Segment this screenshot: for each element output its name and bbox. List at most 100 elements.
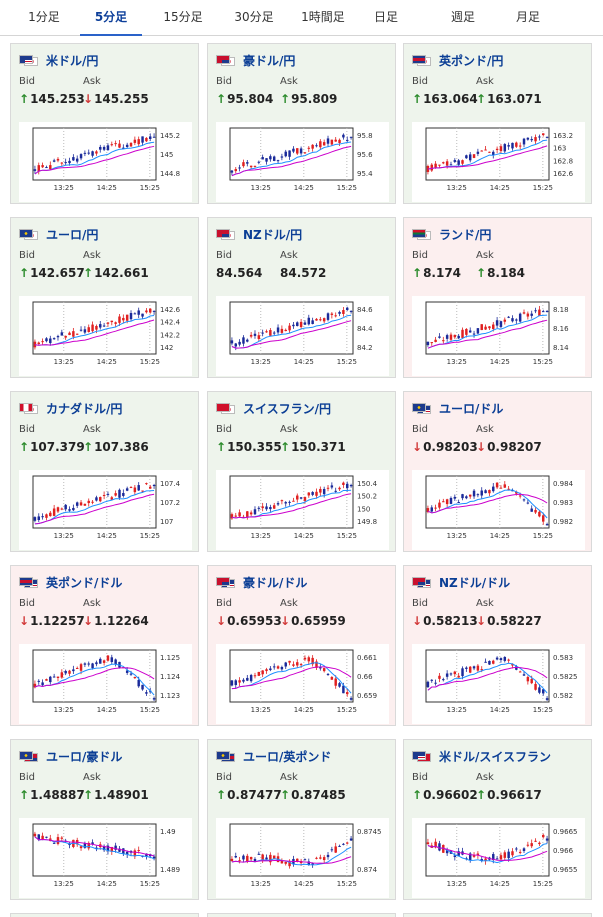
tab-7[interactable]: 週足 <box>450 10 475 24</box>
pair-header[interactable]: 英ポンド/円 <box>412 52 503 68</box>
pair-name[interactable]: ランド/円 <box>439 227 492 242</box>
candle-body <box>129 673 133 675</box>
pair-header[interactable]: 豪ドル/ドル <box>216 574 307 590</box>
x-tick-label: 14:25 <box>97 880 117 888</box>
y-tick-label: 162.8 <box>553 157 573 165</box>
candle-body <box>145 692 148 694</box>
pair-name[interactable]: 英ポンド/円 <box>439 53 504 68</box>
pair-name[interactable]: スイスフラン/円 <box>243 401 332 416</box>
pair-name[interactable]: ユーロ/ドル <box>439 401 504 416</box>
tab-5[interactable]: 1時間足 <box>301 10 345 24</box>
rate-card[interactable]: ユーロ/円 Bid Ask ↑142.657 ↑142.661 142.6 142.4 142… <box>10 217 199 378</box>
x-tick-label: 13:25 <box>251 358 271 366</box>
candle-body <box>315 857 318 859</box>
candlestick-chart[interactable]: 84.6 84.4 84.2 13:25 14:25 15:25 <box>216 296 389 376</box>
candlestick-chart[interactable]: 0.661 0.66 0.659 13:25 14:25 15:25 <box>216 644 389 724</box>
candlestick-chart[interactable]: 145.2 145 144.8 13:25 14:25 15:25 <box>19 122 192 202</box>
up-arrow-icon: ↑ <box>412 788 423 802</box>
rate-card[interactable]: 豪ドル/円 Bid Ask ↑95.804 ↑95.809 95.8 95.6 95.4 13:… <box>207 43 396 204</box>
up-arrow-icon: ↑ <box>412 92 423 106</box>
candlestick-chart[interactable]: 0.583 0.5825 0.582 13:25 14:25 15:25 <box>412 644 585 724</box>
tab-4[interactable]: 30分足 <box>234 10 274 24</box>
rate-card[interactable]: 英ポンド/円 Bid Ask ↑163.064 ↑163.071 163.2 163 162.… <box>403 43 592 204</box>
rate-card[interactable]: ランド/円 Bid Ask ↑8.174 ↑8.184 8.18 8.16 8.14 13:25… <box>403 217 592 378</box>
rate-card[interactable]: 米ドル/円 Bid Ask ↑145.253 ↓145.255 145.2 145 144.8… <box>10 43 199 204</box>
candle-body <box>530 508 533 512</box>
pair-header[interactable]: カナダドル/円 <box>19 400 122 416</box>
candle-body <box>488 489 491 494</box>
pair-name[interactable]: ユーロ/円 <box>46 227 99 242</box>
rate-card[interactable]: 英ポンド/ドル Bid Ask ↓1.12257 ↓1.12264 1.125 1.124 1… <box>10 565 199 726</box>
candlestick-chart[interactable]: 95.8 95.6 95.4 13:25 14:25 15:25 <box>216 122 389 202</box>
candle-body <box>453 334 457 338</box>
candlestick-chart[interactable]: 0.9665 0.966 0.9655 13:25 14:25 15:25 <box>412 818 585 898</box>
candle-body <box>60 508 64 510</box>
rate-card[interactable]: ユーロ/ドル Bid Ask ↓0.98203 ↓0.98207 0.984 0.983 0.… <box>403 391 592 552</box>
pair-name[interactable]: 米ドル/スイスフラン <box>439 749 552 764</box>
pair-header[interactable]: ユーロ/英ポンド <box>216 748 331 764</box>
pair-header[interactable]: 豪ドル/円 <box>216 52 295 68</box>
rate-card[interactable]: ユーロ/豪ドル Bid Ask ↑1.48887 ↑1.48901 1.49 1.489 13… <box>10 739 199 900</box>
pair-header[interactable]: NZドル/円 <box>216 226 302 242</box>
candle-body <box>114 845 117 850</box>
pair-header[interactable]: ユーロ/ドル <box>412 400 503 416</box>
candlestick-chart[interactable]: 1.49 1.489 13:25 14:25 15:25 <box>19 818 192 898</box>
down-arrow-icon: ↓ <box>216 614 227 628</box>
rate-card[interactable]: カナダドル/円 Bid Ask ↑107.379 ↑107.386 107.4 107.2 1… <box>10 391 199 552</box>
currency-flags-icon <box>216 402 236 414</box>
candlestick-chart[interactable]: 107.4 107.2 107 13:25 14:25 15:25 <box>19 470 192 550</box>
candle-body <box>288 861 291 867</box>
rate-card[interactable]: 豪ドル/ドル Bid Ask ↓0.65953 ↓0.65959 0.661 0.66 0.6… <box>207 565 396 726</box>
tab-2[interactable]: 5分足 <box>80 0 142 36</box>
ask-value: ↓145.255 <box>83 92 149 106</box>
pair-header[interactable]: NZドル/ドル <box>412 574 510 590</box>
currency-flags-icon <box>19 228 39 240</box>
pair-name[interactable]: 豪ドル/ドル <box>243 575 308 590</box>
candle-body <box>476 665 480 671</box>
rate-card[interactable]: ユーロ/英ポンド Bid Ask ↑0.87477 ↑0.87485 0.8745 0.87… <box>207 739 396 900</box>
candle-body <box>91 842 94 845</box>
candle-body <box>284 329 287 332</box>
pair-name[interactable]: 英ポンド/ドル <box>46 575 123 590</box>
candlestick-chart[interactable]: 1.125 1.124 1.123 13:25 14:25 15:25 <box>19 644 192 724</box>
candle-body <box>430 342 433 344</box>
pair-name[interactable]: ユーロ/豪ドル <box>46 749 123 764</box>
candle-body <box>141 313 144 317</box>
candlestick-chart[interactable]: 0.8745 0.874 13:25 14:25 15:25 <box>216 818 389 898</box>
rate-card[interactable]: 米ドル/スイスフラン Bid Ask ↑0.96602 ↑0.96617 0.9665 0.… <box>403 739 592 900</box>
candle-body <box>522 138 526 145</box>
pair-name[interactable]: 米ドル/円 <box>46 53 99 68</box>
pair-header[interactable]: ユーロ/円 <box>19 226 98 242</box>
candlestick-chart[interactable]: 142.6 142.4 142.2 142 13:25 14:25 15:25 <box>19 296 192 376</box>
ask-label: Ask <box>280 772 298 783</box>
candle-body <box>265 158 268 162</box>
rate-card[interactable]: スイスフラン/円 Bid Ask ↑150.355 ↑150.371 150.4 150.2… <box>207 391 396 552</box>
tab-6[interactable]: 日足 <box>373 10 398 24</box>
pair-header[interactable]: 英ポンド/ドル <box>19 574 122 590</box>
pair-name[interactable]: カナダドル/円 <box>46 401 123 416</box>
tab-8[interactable]: 月足 <box>515 10 540 24</box>
pair-name[interactable]: NZドル/ドル <box>439 575 511 590</box>
candlestick-chart[interactable]: 8.18 8.16 8.14 13:25 14:25 15:25 <box>412 296 585 376</box>
bid-value: ↑107.379 <box>19 440 85 454</box>
pair-header[interactable]: ランド/円 <box>412 226 491 242</box>
pair-header[interactable]: スイスフラン/円 <box>216 400 331 416</box>
chart-svg: 0.8745 0.874 13:25 14:25 15:25 <box>229 823 382 888</box>
rate-card[interactable]: NZドル/円 Bid Ask 84.564 84.572 84.6 84.4 84.2 13:2… <box>207 217 396 378</box>
rate-card[interactable]: NZドル/ドル Bid Ask ↓0.58213 ↓0.58227 0.583 0.5825… <box>403 565 592 726</box>
candle-body <box>307 492 311 496</box>
tab-3[interactable]: 15分足 <box>163 10 203 24</box>
candlestick-chart[interactable]: 163.2 163 162.8 162.6 13:25 14:25 15:25 <box>412 122 585 202</box>
tab-1[interactable]: 1分足 <box>28 10 60 24</box>
x-tick-label: 13:25 <box>447 358 467 366</box>
candlestick-chart[interactable]: 150.4 150.2 150 149.8 13:25 14:25 15:25 <box>216 470 389 550</box>
pair-header[interactable]: 米ドル/スイスフラン <box>412 748 551 764</box>
pair-header[interactable]: ユーロ/豪ドル <box>19 748 122 764</box>
candle-body <box>542 515 545 522</box>
pair-name[interactable]: 豪ドル/円 <box>243 53 296 68</box>
pair-name[interactable]: NZドル/円 <box>243 227 303 242</box>
candlestick-chart[interactable]: 0.984 0.983 0.982 13:25 14:25 15:25 <box>412 470 585 550</box>
pair-name[interactable]: ユーロ/英ポンド <box>243 749 332 764</box>
pair-header[interactable]: 米ドル/円 <box>19 52 98 68</box>
ask-price: 145.255 <box>94 92 149 106</box>
